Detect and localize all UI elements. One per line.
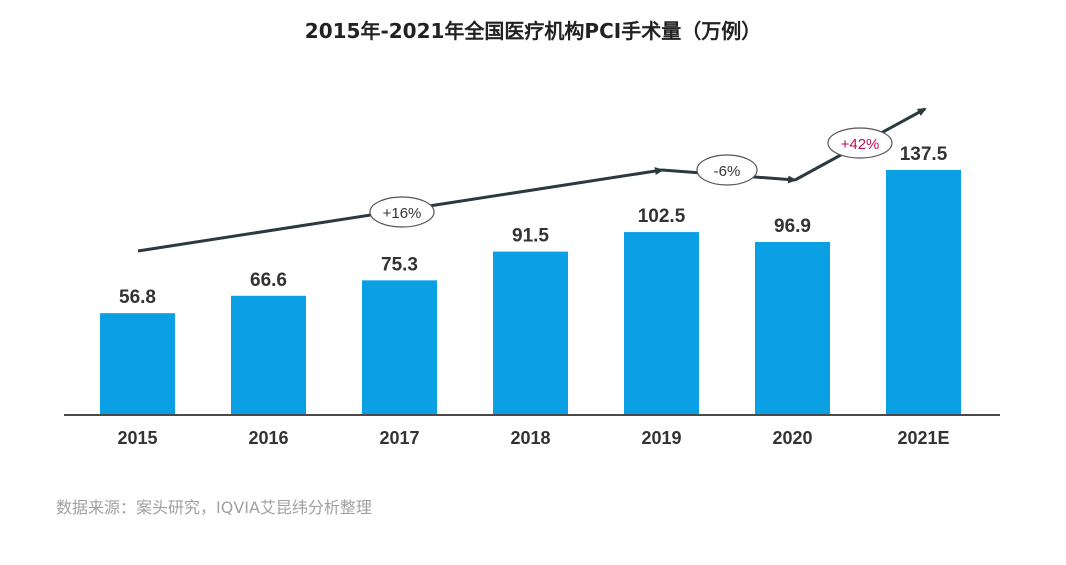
value-label-2020: 96.9 [774,216,811,237]
annotation-plus16-label: +16% [383,205,422,222]
annotation-minus6-bubble [696,154,758,186]
value-label-2017: 75.3 [381,254,418,275]
value-label-2019: 102.5 [638,206,686,227]
x-tick-2017: 2017 [379,428,419,448]
annotation-plus16-bubble [369,196,435,228]
x-tick-2018: 2018 [510,428,550,448]
annotation-plus42: +42% [827,127,893,159]
x-tick-2015: 2015 [117,428,157,448]
bar-2016 [231,295,306,414]
x-tick-labels: 2015 2016 2017 2018 2019 2020 2021E [117,428,949,448]
bar-2019 [624,232,699,414]
source-note: 数据来源：案头研究，IQVIA艾昆纬分析整理 [56,498,372,517]
x-tick-2016: 2016 [248,428,288,448]
bar-2020 [755,242,830,414]
bar-2017 [362,280,437,414]
value-label-2015: 56.8 [119,287,156,308]
annotation-minus6: -6% [696,154,758,186]
chart-title: 2015年-2021年全国医疗机构PCI手术量（万例） [305,19,761,43]
bars-layer [100,169,961,414]
x-tick-2020: 2020 [772,428,812,448]
trend-layer: +16% -6% +42% [137,107,927,253]
value-label-2018: 91.5 [512,226,549,247]
value-label-2021e: 137.5 [900,144,948,165]
annotation-plus42-label: +42% [841,136,880,153]
annotation-minus6-label: -6% [714,163,741,180]
bar-2015 [100,313,175,414]
value-label-2016: 66.6 [250,270,287,291]
value-labels-layer: 56.8 66.6 75.3 91.5 102.5 96.9 137.5 [119,144,948,308]
x-tick-2019: 2019 [641,428,681,448]
bar-2021e [886,169,961,414]
x-tick-2021e: 2021E [897,428,949,448]
bar-2018 [493,251,568,414]
annotation-plus16: +16% [369,196,435,228]
annotation-plus42-bubble [827,127,893,159]
